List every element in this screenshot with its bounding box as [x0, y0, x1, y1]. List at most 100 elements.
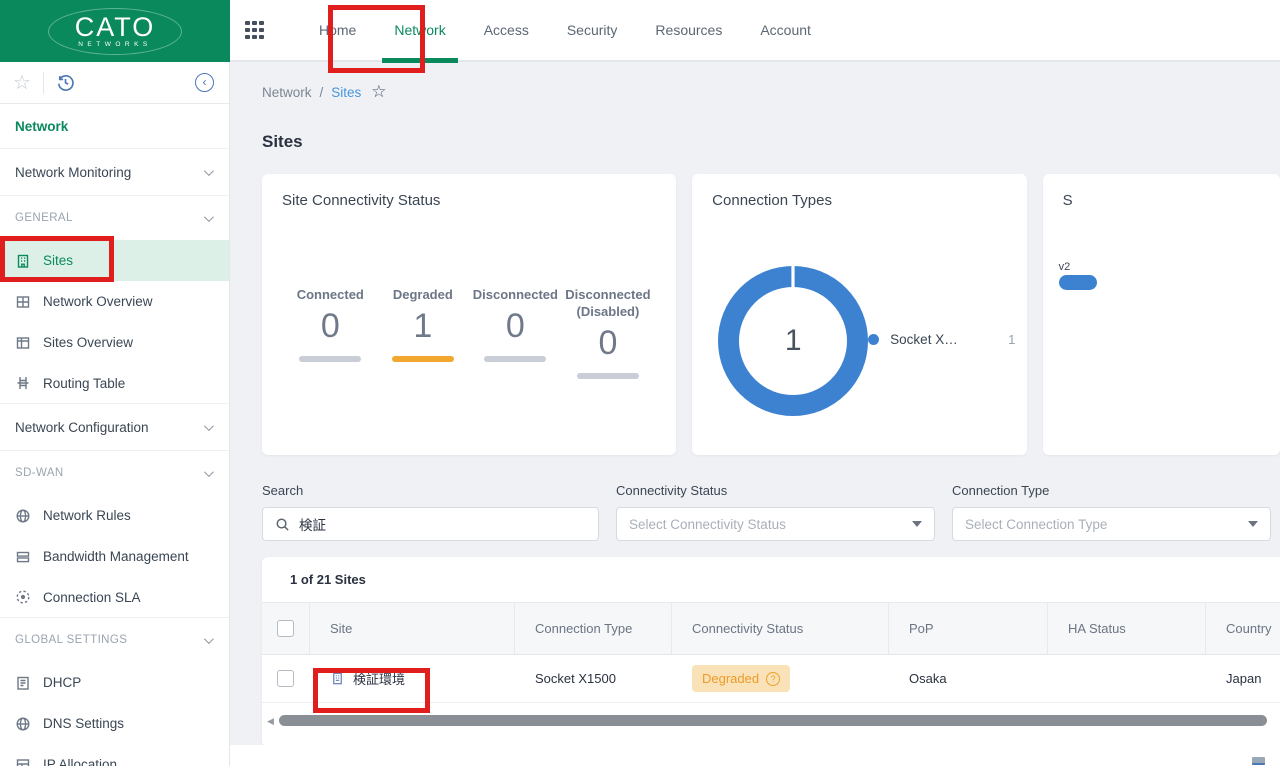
sidebar-item-network-monitoring[interactable]: Network Monitoring	[0, 149, 229, 196]
connection-types-donut-chart[interactable]: 1	[718, 266, 869, 416]
cell-connectivity-status: Degraded ?	[672, 655, 889, 702]
sidebar-item-sites-overview[interactable]: Sites Overview	[0, 322, 229, 363]
sidebar-item-routing-table[interactable]: Routing Table	[0, 363, 229, 404]
search-value: 検証	[299, 518, 326, 533]
sidebar-section-global-settings[interactable]: GLOBAL SETTINGS	[0, 618, 229, 662]
network-overview-icon	[16, 295, 30, 308]
toolbar-divider	[42, 71, 44, 94]
table-header-row: Site Connection Type Connectivity Status…	[262, 603, 1280, 655]
sidebar-item-ip-allocation[interactable]: IP Allocation	[0, 744, 229, 766]
sidebar: ☆ ‹ Network Network Monitoring GENERAL S…	[0, 62, 230, 766]
scroll-left-arrow[interactable]: ◀	[267, 716, 274, 726]
help-question-icon[interactable]: ?	[766, 671, 781, 686]
sidebar-section-general[interactable]: GENERAL	[0, 196, 229, 240]
stat-bar	[576, 373, 639, 379]
connection-types-card: Connection Types 1 Socket X… 1 100.0%	[692, 174, 1090, 455]
table-row: 検証環境 Socket X1500 Degraded ? Osaka Japan	[262, 655, 1280, 703]
column-ha-status[interactable]: HA Status	[1048, 603, 1206, 654]
column-country[interactable]: Country	[1206, 603, 1280, 654]
column-pop[interactable]: PoP	[889, 603, 1048, 654]
breadcrumb-parent[interactable]: Network	[262, 84, 312, 100]
logo-text: CATO	[74, 11, 156, 42]
nav-item-home[interactable]: Home	[319, 22, 357, 38]
select-all-cell	[262, 603, 310, 654]
chevron-down-icon	[203, 420, 214, 431]
sidebar-item-dhcp[interactable]: DHCP	[0, 662, 229, 703]
sidebar-item-network-rules[interactable]: Network Rules	[0, 495, 229, 536]
partial-card: S v2	[1042, 174, 1280, 455]
cell-connection-type: Socket X1500	[535, 671, 616, 686]
sidebar-section-sd-wan[interactable]: SD-WAN	[0, 451, 229, 495]
select-all-checkbox[interactable]	[277, 620, 294, 637]
cell-country: Japan	[1226, 671, 1262, 686]
favorite-star-icon[interactable]: ☆	[13, 72, 31, 94]
chevron-down-icon	[1248, 521, 1258, 527]
column-connectivity-status[interactable]: Connectivity Status	[672, 603, 889, 654]
sidebar-item-dns-settings[interactable]: DNS Settings	[0, 703, 229, 744]
chevron-down-icon	[912, 521, 922, 527]
sidebar-product-label: Network	[0, 104, 229, 149]
cut-off-widget	[1252, 757, 1265, 765]
breadcrumb: Network / Sites ☆	[262, 82, 1280, 102]
donut-total: 1	[784, 324, 802, 357]
nav-item-security[interactable]: Security	[566, 22, 618, 38]
cato-logo[interactable]: CATO NETWORKS	[0, 0, 230, 62]
summary-cards-row: Site Connectivity Status Connected 0 Deg…	[262, 174, 1280, 455]
routing-table-icon	[17, 377, 29, 389]
chevron-down-icon	[203, 211, 214, 222]
degraded-status-badge[interactable]: Degraded ?	[692, 665, 791, 692]
logo-ellipse: CATO NETWORKS	[47, 7, 183, 55]
globe-icon	[16, 716, 30, 731]
table-summary: 1 of 21 Sites	[262, 557, 1280, 603]
connectivity-status-label: Connectivity Status	[616, 483, 728, 498]
stat-disconnected: Disconnected 0	[469, 286, 562, 362]
column-site[interactable]: Site	[310, 603, 515, 654]
row-select-cell	[262, 655, 310, 702]
sidebar-collapse-icon[interactable]: ‹	[195, 73, 214, 92]
scrollbar-thumb[interactable]	[279, 715, 1267, 726]
connectivity-status-select[interactable]: Select Connectivity Status	[616, 507, 935, 541]
connectivity-status-filter-group: Connectivity Status Select Connectivity …	[616, 483, 935, 541]
stat-bar	[484, 356, 547, 362]
version-pill	[1058, 275, 1097, 290]
sidebar-item-bandwidth-management[interactable]: Bandwidth Management	[0, 536, 229, 577]
row-checkbox[interactable]	[277, 670, 294, 687]
card-title: Connection Types	[712, 192, 832, 209]
main-content: Network / Sites ☆ Sites Site Connectivit…	[230, 62, 1280, 766]
nav-item-resources[interactable]: Resources	[655, 22, 723, 38]
sites-table-card: 1 of 21 Sites Site Connection Type Conne…	[262, 557, 1280, 747]
cell-pop: Osaka	[909, 671, 947, 686]
app-grid-icon[interactable]	[245, 20, 264, 40]
sidebar-toolbar: ☆ ‹	[0, 62, 229, 104]
bookmark-star-icon[interactable]: ☆	[371, 82, 387, 101]
top-header: CATO NETWORKS Home Network Access Securi…	[0, 0, 1280, 63]
sidebar-item-sites[interactable]: Sites	[0, 240, 229, 281]
nav-item-access[interactable]: Access	[483, 22, 529, 38]
donut-gap	[791, 266, 795, 289]
cell-site[interactable]: 検証環境	[310, 655, 515, 702]
bottom-white-strip	[230, 745, 1280, 766]
nav-item-network[interactable]: Network	[375, 0, 464, 63]
chevron-down-icon	[203, 165, 214, 176]
sites-icon	[17, 254, 29, 268]
top-nav: Home Network Access Security Resources A…	[300, 0, 830, 63]
ip-allocation-icon	[16, 758, 30, 766]
search-icon	[276, 518, 289, 531]
search-input[interactable]: 検証	[262, 507, 599, 541]
connection-type-select[interactable]: Select Connection Type	[952, 507, 1271, 541]
sidebar-item-connection-sla[interactable]: Connection SLA	[0, 577, 229, 618]
stat-bar	[299, 356, 362, 362]
chevron-down-icon	[203, 633, 214, 644]
connection-type-label: Connection Type	[952, 483, 1050, 498]
dhcp-icon	[17, 676, 29, 690]
history-icon[interactable]	[56, 73, 75, 92]
card-title: S	[1062, 192, 1073, 209]
sla-icon	[16, 590, 30, 604]
sidebar-item-network-overview[interactable]: Network Overview	[0, 281, 229, 322]
sidebar-item-network-configuration[interactable]: Network Configuration	[0, 404, 229, 451]
stat-bar	[391, 356, 454, 362]
nav-item-account[interactable]: Account	[760, 22, 811, 38]
column-connection-type[interactable]: Connection Type	[515, 603, 672, 654]
breadcrumb-current[interactable]: Sites	[331, 84, 362, 100]
breadcrumb-separator: /	[319, 84, 324, 100]
